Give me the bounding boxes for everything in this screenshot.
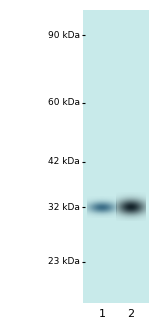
Text: 60 kDa: 60 kDa [48,98,80,107]
FancyBboxPatch shape [83,10,148,303]
Text: 23 kDa: 23 kDa [48,258,80,266]
Text: 32 kDa: 32 kDa [48,203,80,212]
Text: 42 kDa: 42 kDa [48,157,80,166]
Text: 90 kDa: 90 kDa [48,31,80,40]
Text: 1: 1 [99,309,105,319]
Text: 2: 2 [127,309,134,319]
